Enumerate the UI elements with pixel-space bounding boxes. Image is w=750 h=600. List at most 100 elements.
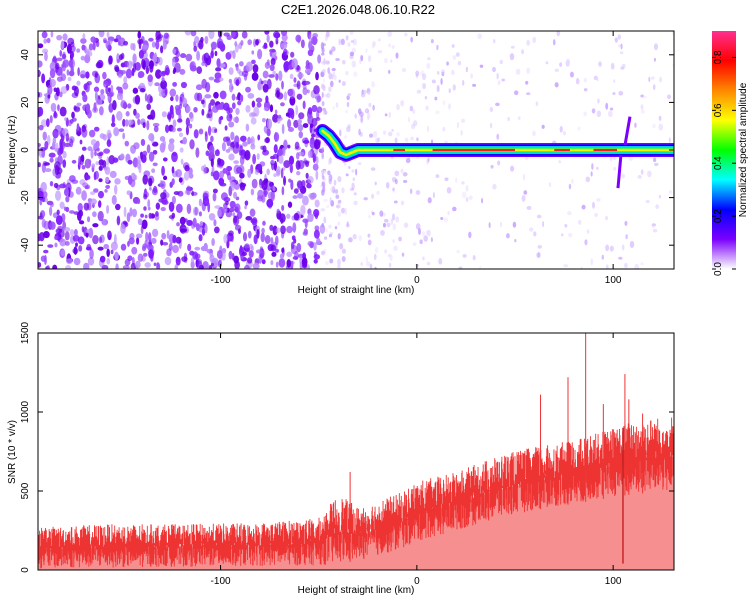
faint-blob bbox=[320, 208, 326, 212]
faint-blob bbox=[559, 125, 563, 133]
noise-blob bbox=[69, 229, 75, 236]
faint-blob bbox=[416, 89, 422, 94]
noise-blob bbox=[168, 242, 173, 251]
snr-x-ticks: -100 0 100 bbox=[211, 333, 622, 587]
faint-blob bbox=[416, 137, 419, 142]
faint-blob bbox=[392, 187, 395, 192]
noise-blob bbox=[152, 162, 158, 167]
noise-blob bbox=[276, 208, 280, 214]
faint-blob bbox=[554, 68, 560, 72]
noise-blob bbox=[103, 39, 107, 44]
noise-blob bbox=[172, 119, 177, 128]
noise-blob bbox=[160, 207, 166, 212]
faint-blob bbox=[655, 204, 659, 210]
noise-blob bbox=[142, 122, 146, 129]
faint-blob bbox=[653, 43, 659, 51]
noise-blob bbox=[141, 44, 149, 50]
noise-blob bbox=[88, 129, 96, 138]
noise-blob bbox=[185, 125, 190, 136]
noise-blob bbox=[67, 77, 72, 82]
figure-title: C2E1.2026.048.06.10.R22 bbox=[281, 2, 435, 17]
noise-blob bbox=[97, 200, 102, 208]
noise-blob bbox=[297, 181, 304, 191]
noise-blob bbox=[168, 141, 175, 153]
noise-blob bbox=[230, 131, 235, 141]
noise-blob bbox=[255, 39, 259, 46]
noise-blob bbox=[247, 230, 252, 239]
noise-blob bbox=[288, 178, 292, 183]
faint-blob bbox=[441, 71, 445, 77]
noise-blob bbox=[44, 140, 49, 150]
noise-blob bbox=[269, 224, 274, 232]
noise-blob bbox=[171, 195, 176, 205]
noise-blob bbox=[38, 262, 42, 268]
noise-blob bbox=[288, 64, 293, 70]
noise-blob bbox=[283, 61, 291, 71]
faint-blob bbox=[369, 263, 373, 269]
noise-blob bbox=[114, 66, 120, 73]
noise-blob bbox=[176, 222, 180, 227]
noise-blob bbox=[56, 57, 63, 62]
noise-blob bbox=[280, 102, 285, 107]
faint-blob bbox=[334, 189, 339, 194]
faint-blob bbox=[514, 239, 517, 243]
noise-blob bbox=[208, 31, 215, 40]
noise-blob bbox=[129, 232, 135, 240]
noise-blob bbox=[280, 42, 288, 49]
noise-blob bbox=[98, 178, 103, 183]
noise-blob bbox=[269, 40, 274, 48]
noise-blob bbox=[204, 224, 208, 234]
faint-blob bbox=[340, 38, 345, 46]
faint-blob bbox=[391, 176, 397, 183]
noise-blob bbox=[65, 206, 70, 213]
noise-blob bbox=[217, 40, 224, 49]
noise-blob bbox=[125, 68, 133, 79]
noise-blob bbox=[246, 257, 253, 264]
noise-blob bbox=[175, 94, 179, 102]
faint-blob bbox=[391, 128, 394, 132]
noise-blob bbox=[175, 169, 183, 178]
faint-blob bbox=[435, 110, 440, 115]
faint-blob bbox=[379, 210, 384, 217]
noise-blob bbox=[261, 179, 268, 191]
faint-blob bbox=[457, 60, 462, 66]
faint-blob bbox=[583, 111, 587, 117]
noise-blob bbox=[228, 230, 234, 237]
noise-blob bbox=[106, 31, 110, 38]
noise-blob bbox=[147, 175, 155, 184]
noise-blob bbox=[120, 70, 127, 75]
noise-blob bbox=[183, 171, 190, 181]
noise-blob bbox=[134, 62, 141, 71]
noise-blob bbox=[313, 139, 321, 150]
faint-blob bbox=[559, 62, 563, 67]
faint-blob bbox=[337, 211, 342, 217]
noise-blob bbox=[219, 116, 224, 121]
faint-blob bbox=[594, 213, 598, 218]
faint-blob bbox=[387, 253, 391, 258]
noise-blob bbox=[281, 123, 285, 135]
noise-blob bbox=[55, 62, 60, 70]
noise-blob bbox=[189, 123, 193, 129]
faint-blob bbox=[564, 223, 568, 228]
noise-blob bbox=[81, 146, 87, 151]
faint-blob bbox=[499, 59, 503, 65]
noise-blob bbox=[171, 57, 176, 68]
noise-blob bbox=[49, 157, 54, 163]
faint-blob bbox=[585, 176, 591, 183]
noise-blob bbox=[279, 253, 284, 260]
noise-blob bbox=[54, 190, 62, 201]
noise-blob bbox=[52, 128, 59, 139]
noise-blob bbox=[92, 41, 96, 51]
noise-blob bbox=[281, 80, 284, 90]
noise-blob bbox=[79, 139, 83, 145]
faint-blob bbox=[423, 235, 428, 242]
faint-blob bbox=[387, 69, 391, 74]
noise-blob bbox=[272, 31, 280, 39]
faint-blob bbox=[357, 162, 362, 166]
faint-blob bbox=[552, 39, 556, 46]
noise-blob bbox=[49, 221, 56, 230]
noise-blob bbox=[290, 179, 294, 190]
noise-blob bbox=[171, 178, 175, 186]
noise-blob bbox=[313, 241, 317, 251]
noise-blob bbox=[200, 99, 205, 105]
